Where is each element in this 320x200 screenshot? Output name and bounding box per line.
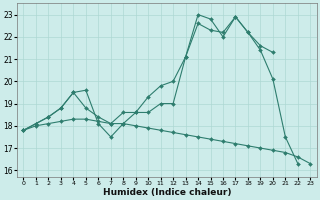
X-axis label: Humidex (Indice chaleur): Humidex (Indice chaleur) — [103, 188, 231, 197]
